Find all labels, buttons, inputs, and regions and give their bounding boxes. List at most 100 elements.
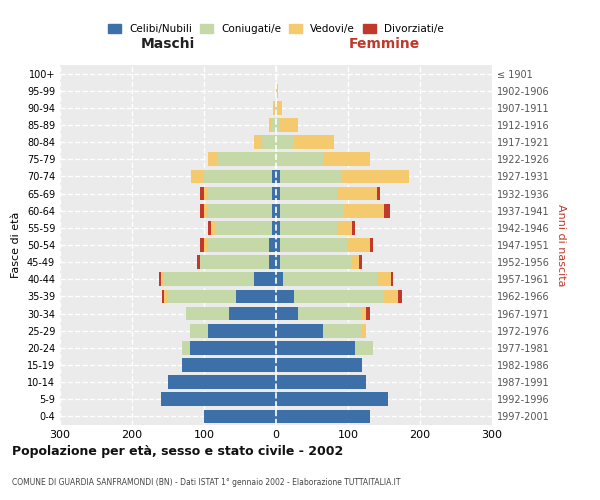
Bar [200, 186, 204, 200]
Bar [276, 256, 280, 269]
Text: Maschi: Maschi [141, 38, 195, 52]
Bar [254, 136, 262, 149]
Bar [294, 290, 384, 304]
Bar [280, 118, 298, 132]
Bar [182, 358, 276, 372]
Bar [398, 290, 402, 304]
Bar [280, 256, 352, 269]
Bar [283, 272, 377, 286]
Bar [276, 392, 388, 406]
Bar [204, 204, 208, 218]
Bar [164, 290, 168, 304]
Text: COMUNE DI GUARDIA SANFRAMONDI (BN) - Dati ISTAT 1° gennaio 2002 - Elaborazione T: COMUNE DI GUARDIA SANFRAMONDI (BN) - Dat… [12, 478, 401, 487]
Bar [208, 238, 269, 252]
Bar [276, 324, 323, 338]
Bar [190, 341, 276, 354]
Bar [276, 306, 298, 320]
Bar [276, 170, 280, 183]
Bar [168, 290, 236, 304]
Bar [204, 186, 208, 200]
Bar [208, 204, 272, 218]
Bar [218, 152, 276, 166]
Bar [280, 204, 344, 218]
Bar [191, 170, 204, 183]
Bar [269, 118, 272, 132]
Bar [337, 186, 377, 200]
Bar [236, 290, 276, 304]
Bar [190, 324, 208, 338]
Bar [323, 324, 362, 338]
Bar [200, 238, 204, 252]
Bar [215, 221, 272, 234]
Bar [164, 272, 254, 286]
Bar [276, 186, 280, 200]
Bar [208, 221, 211, 234]
Bar [362, 324, 366, 338]
Bar [355, 341, 373, 354]
Bar [384, 290, 398, 304]
Bar [273, 101, 275, 114]
Bar [204, 410, 276, 424]
Bar [272, 186, 276, 200]
Bar [262, 136, 276, 149]
Bar [272, 170, 276, 183]
Bar [275, 101, 276, 114]
Bar [276, 136, 294, 149]
Bar [276, 84, 278, 98]
Text: Femmine: Femmine [349, 38, 419, 52]
Bar [280, 221, 337, 234]
Bar [276, 358, 362, 372]
Bar [276, 290, 294, 304]
Bar [200, 204, 204, 218]
Bar [377, 272, 391, 286]
Bar [377, 186, 380, 200]
Bar [352, 256, 359, 269]
Bar [197, 256, 200, 269]
Bar [269, 238, 276, 252]
Bar [276, 221, 280, 234]
Bar [272, 204, 276, 218]
Bar [204, 170, 272, 183]
Bar [348, 238, 370, 252]
Bar [276, 101, 278, 114]
Bar [186, 306, 229, 320]
Bar [276, 152, 323, 166]
Bar [276, 376, 366, 389]
Bar [229, 306, 276, 320]
Bar [341, 170, 409, 183]
Bar [204, 238, 208, 252]
Legend: Celibi/Nubili, Coniugati/e, Vedovi/e, Divorziati/e: Celibi/Nubili, Coniugati/e, Vedovi/e, Di… [104, 20, 448, 38]
Bar [211, 221, 215, 234]
Bar [276, 272, 283, 286]
Bar [158, 272, 161, 286]
Bar [323, 152, 370, 166]
Bar [370, 238, 373, 252]
Bar [269, 256, 276, 269]
Bar [254, 272, 276, 286]
Bar [384, 204, 390, 218]
Bar [162, 290, 164, 304]
Bar [276, 238, 280, 252]
Bar [161, 272, 164, 286]
Bar [280, 238, 348, 252]
Bar [276, 341, 355, 354]
Bar [272, 221, 276, 234]
Bar [280, 170, 341, 183]
Bar [161, 392, 276, 406]
Bar [362, 306, 366, 320]
Bar [294, 136, 334, 149]
Y-axis label: Fasce di età: Fasce di età [11, 212, 21, 278]
Bar [272, 118, 276, 132]
Bar [182, 341, 190, 354]
Bar [276, 204, 280, 218]
Bar [276, 118, 280, 132]
Bar [208, 186, 272, 200]
Bar [276, 410, 370, 424]
Bar [280, 186, 337, 200]
Bar [337, 221, 352, 234]
Bar [208, 324, 276, 338]
Bar [352, 221, 355, 234]
Bar [278, 101, 282, 114]
Text: Popolazione per età, sesso e stato civile - 2002: Popolazione per età, sesso e stato civil… [12, 445, 343, 458]
Bar [359, 256, 362, 269]
